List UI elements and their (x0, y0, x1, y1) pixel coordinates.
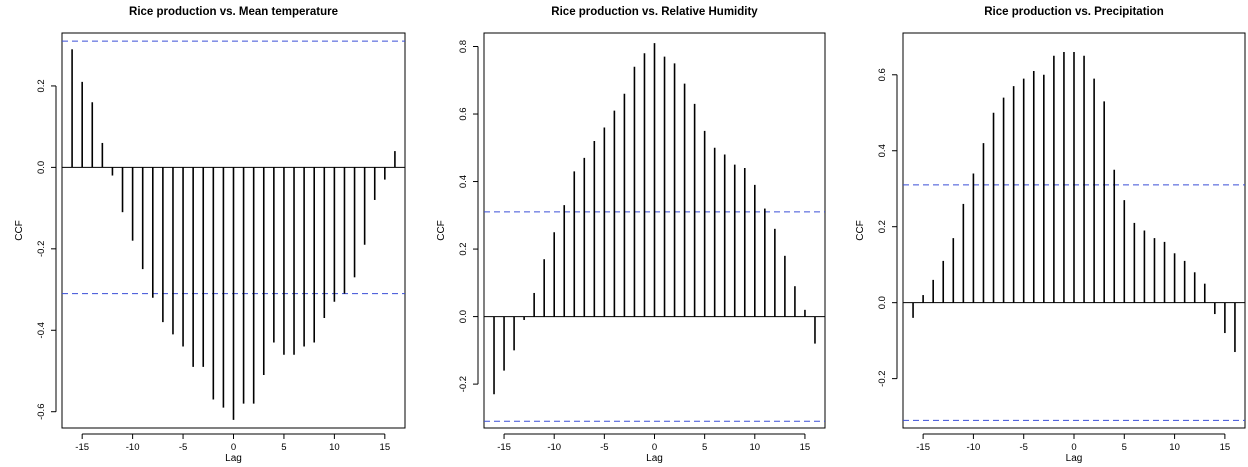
chart-title: Rice production vs. Relative Humidity (551, 6, 758, 18)
y-tick-label: -0.2 (877, 370, 888, 386)
ccf-plot-precipitation: Rice production vs. Precipitation -15 -10 -… (855, 6, 1246, 464)
x-tick-label: 15 (1220, 442, 1231, 453)
y-axis-label: CCF (436, 220, 447, 241)
x-axis-label: Lag (1066, 453, 1083, 464)
x-tick-label: 5 (1122, 442, 1127, 453)
x-tick-label: -10 (126, 442, 140, 453)
y-tick-label: 0.0 (877, 296, 888, 309)
y-tick-label: -0.6 (36, 404, 47, 420)
x-tick-label: -15 (75, 442, 89, 453)
x-tick-label: 10 (1169, 442, 1180, 453)
y-tick-label: 0.4 (458, 175, 469, 188)
x-axis-label: Lag (225, 453, 242, 464)
y-tick-label: 0.0 (36, 161, 47, 174)
plot-frame (902, 32, 1246, 429)
y-tick-label: 0.2 (36, 79, 47, 92)
plot-frame (483, 32, 826, 429)
ccf-panel-mean-temperature: Rice production vs. Mean temperature -15 -… (0, 0, 416, 467)
y-tick-label: 0.2 (458, 242, 469, 255)
x-tick-label: -5 (179, 442, 187, 453)
ccf-plot-mean-temperature: Rice production vs. Mean temperature -15 -… (14, 6, 406, 464)
y-tick-label: 0.6 (458, 107, 469, 120)
x-tick-label: 10 (750, 442, 761, 453)
ccf-plot-relative-humidity: Rice production vs. Relative Humidity -15… (436, 6, 826, 464)
x-tick-label: -15 (916, 442, 930, 453)
x-tick-label: 0 (1071, 442, 1076, 453)
ccf-panel-relative-humidity: Rice production vs. Relative Humidity -15… (416, 0, 832, 467)
x-tick-label: 10 (329, 442, 340, 453)
x-tick-label: 0 (231, 442, 236, 453)
y-tick-label: 0.0 (458, 310, 469, 323)
y-tick-label: 0.4 (877, 144, 888, 157)
x-tick-label: 15 (380, 442, 391, 453)
x-tick-label: 15 (800, 442, 811, 453)
x-tick-label: -10 (547, 442, 561, 453)
x-tick-label: -5 (1019, 442, 1027, 453)
x-tick-label: 5 (702, 442, 707, 453)
y-tick-label: -0.2 (458, 376, 469, 392)
y-axis-label: CCF (855, 220, 866, 241)
x-tick-label: -15 (497, 442, 511, 453)
y-tick-label: 0.2 (877, 220, 888, 233)
chart-title: Rice production vs. Precipitation (984, 6, 1164, 18)
y-axis-label: CCF (14, 220, 25, 241)
x-tick-label: -10 (967, 442, 981, 453)
y-tick-label: -0.2 (36, 241, 47, 257)
x-tick-label: 5 (281, 442, 286, 453)
y-tick-label: -0.4 (36, 322, 47, 338)
x-axis-label: Lag (646, 453, 663, 464)
y-tick-label: 0.8 (458, 40, 469, 53)
x-tick-label: 0 (652, 442, 657, 453)
y-tick-label: 0.6 (877, 68, 888, 81)
x-tick-label: -5 (600, 442, 608, 453)
ccf-panel-precipitation: Rice production vs. Precipitation -15 -10 -… (832, 0, 1248, 467)
chart-title: Rice production vs. Mean temperature (129, 6, 338, 18)
plot-frame (61, 32, 406, 429)
